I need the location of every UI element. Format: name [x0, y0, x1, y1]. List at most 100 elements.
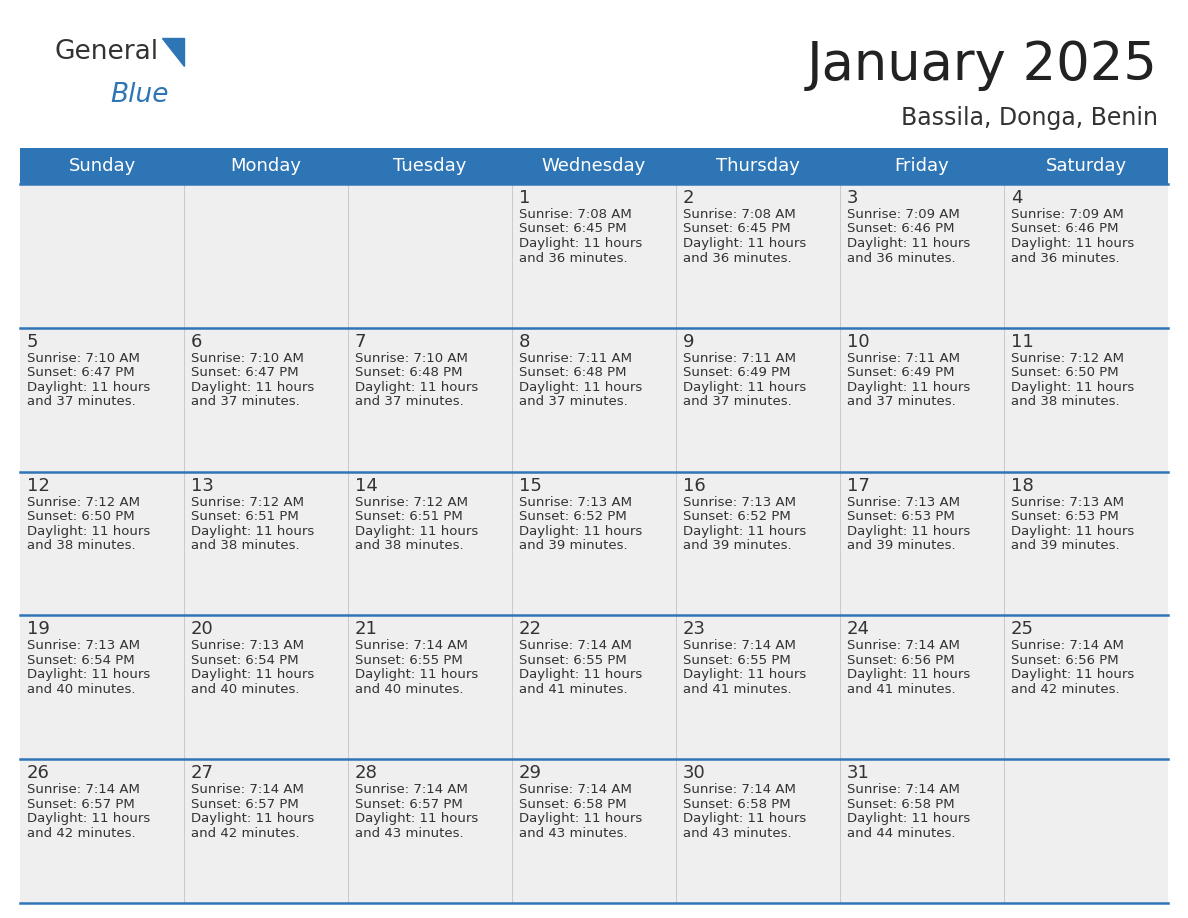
- Text: Daylight: 11 hours: Daylight: 11 hours: [683, 381, 807, 394]
- Bar: [184, 472, 348, 615]
- Bar: [676, 472, 840, 615]
- Text: Daylight: 11 hours: Daylight: 11 hours: [355, 524, 479, 538]
- Text: Daylight: 11 hours: Daylight: 11 hours: [847, 237, 971, 250]
- Text: Thursday: Thursday: [716, 157, 800, 175]
- Bar: [840, 759, 1004, 903]
- Text: Sunset: 6:58 PM: Sunset: 6:58 PM: [683, 798, 791, 811]
- Bar: [348, 615, 512, 759]
- Text: 20: 20: [191, 621, 214, 638]
- Text: Sunrise: 7:14 AM: Sunrise: 7:14 AM: [191, 783, 304, 796]
- Text: 4: 4: [1011, 189, 1023, 207]
- Text: Sunset: 6:57 PM: Sunset: 6:57 PM: [191, 798, 298, 811]
- Bar: [348, 328, 512, 472]
- Text: Sunset: 6:52 PM: Sunset: 6:52 PM: [683, 510, 791, 523]
- Bar: [20, 615, 184, 759]
- Text: Daylight: 11 hours: Daylight: 11 hours: [1011, 524, 1135, 538]
- Text: and 39 minutes.: and 39 minutes.: [1011, 539, 1119, 552]
- Bar: [348, 148, 512, 184]
- Text: Daylight: 11 hours: Daylight: 11 hours: [27, 381, 150, 394]
- Text: Daylight: 11 hours: Daylight: 11 hours: [191, 381, 315, 394]
- Text: Sunset: 6:47 PM: Sunset: 6:47 PM: [27, 366, 134, 379]
- Text: Sunrise: 7:08 AM: Sunrise: 7:08 AM: [519, 208, 632, 221]
- Text: Tuesday: Tuesday: [393, 157, 467, 175]
- Bar: [676, 184, 840, 328]
- Text: Sunset: 6:48 PM: Sunset: 6:48 PM: [355, 366, 462, 379]
- Text: Sunrise: 7:13 AM: Sunrise: 7:13 AM: [191, 640, 304, 653]
- Bar: [184, 615, 348, 759]
- Text: 30: 30: [683, 764, 706, 782]
- Text: 8: 8: [519, 333, 530, 351]
- Text: Sunrise: 7:12 AM: Sunrise: 7:12 AM: [191, 496, 304, 509]
- Text: Sunset: 6:52 PM: Sunset: 6:52 PM: [519, 510, 627, 523]
- Text: Saturday: Saturday: [1045, 157, 1126, 175]
- Text: 2: 2: [683, 189, 695, 207]
- Text: and 40 minutes.: and 40 minutes.: [355, 683, 463, 696]
- Text: 28: 28: [355, 764, 378, 782]
- Text: 5: 5: [27, 333, 38, 351]
- Bar: [676, 615, 840, 759]
- Text: and 40 minutes.: and 40 minutes.: [27, 683, 135, 696]
- Bar: [676, 328, 840, 472]
- Text: Sunrise: 7:13 AM: Sunrise: 7:13 AM: [1011, 496, 1124, 509]
- Text: Daylight: 11 hours: Daylight: 11 hours: [355, 668, 479, 681]
- Text: 3: 3: [847, 189, 859, 207]
- Text: Sunrise: 7:14 AM: Sunrise: 7:14 AM: [355, 783, 468, 796]
- Text: 19: 19: [27, 621, 50, 638]
- Text: Sunset: 6:50 PM: Sunset: 6:50 PM: [27, 510, 134, 523]
- Text: Sunset: 6:56 PM: Sunset: 6:56 PM: [1011, 654, 1119, 666]
- Text: and 37 minutes.: and 37 minutes.: [355, 396, 463, 409]
- Text: Sunday: Sunday: [69, 157, 135, 175]
- Text: and 38 minutes.: and 38 minutes.: [27, 539, 135, 552]
- Text: and 42 minutes.: and 42 minutes.: [1011, 683, 1119, 696]
- Bar: [348, 472, 512, 615]
- Bar: [840, 472, 1004, 615]
- Text: 13: 13: [191, 476, 214, 495]
- Text: Daylight: 11 hours: Daylight: 11 hours: [683, 812, 807, 825]
- Text: and 41 minutes.: and 41 minutes.: [519, 683, 627, 696]
- Text: Daylight: 11 hours: Daylight: 11 hours: [27, 668, 150, 681]
- Text: and 40 minutes.: and 40 minutes.: [191, 683, 299, 696]
- Bar: [840, 615, 1004, 759]
- Text: and 37 minutes.: and 37 minutes.: [847, 396, 956, 409]
- Text: General: General: [55, 39, 159, 65]
- Text: 11: 11: [1011, 333, 1034, 351]
- Text: January 2025: January 2025: [807, 39, 1158, 91]
- Text: Daylight: 11 hours: Daylight: 11 hours: [27, 812, 150, 825]
- Text: and 44 minutes.: and 44 minutes.: [847, 827, 955, 840]
- Text: Daylight: 11 hours: Daylight: 11 hours: [191, 524, 315, 538]
- Text: and 43 minutes.: and 43 minutes.: [519, 827, 627, 840]
- Text: Daylight: 11 hours: Daylight: 11 hours: [519, 668, 643, 681]
- Text: Daylight: 11 hours: Daylight: 11 hours: [519, 381, 643, 394]
- Text: Sunrise: 7:14 AM: Sunrise: 7:14 AM: [683, 783, 796, 796]
- Text: Sunrise: 7:11 AM: Sunrise: 7:11 AM: [519, 352, 632, 364]
- Text: Sunrise: 7:13 AM: Sunrise: 7:13 AM: [27, 640, 140, 653]
- Text: 15: 15: [519, 476, 542, 495]
- Text: Sunrise: 7:14 AM: Sunrise: 7:14 AM: [1011, 640, 1124, 653]
- Text: Sunrise: 7:13 AM: Sunrise: 7:13 AM: [519, 496, 632, 509]
- Text: Sunset: 6:57 PM: Sunset: 6:57 PM: [355, 798, 463, 811]
- Text: Sunrise: 7:12 AM: Sunrise: 7:12 AM: [1011, 352, 1124, 364]
- Bar: [840, 328, 1004, 472]
- Text: 24: 24: [847, 621, 870, 638]
- Text: and 43 minutes.: and 43 minutes.: [355, 827, 463, 840]
- Text: Sunset: 6:55 PM: Sunset: 6:55 PM: [683, 654, 791, 666]
- Bar: [512, 148, 676, 184]
- Text: 6: 6: [191, 333, 202, 351]
- Text: Sunrise: 7:14 AM: Sunrise: 7:14 AM: [683, 640, 796, 653]
- Text: Sunrise: 7:10 AM: Sunrise: 7:10 AM: [27, 352, 140, 364]
- Bar: [20, 759, 184, 903]
- Text: and 41 minutes.: and 41 minutes.: [847, 683, 955, 696]
- Bar: [512, 615, 676, 759]
- Text: Sunset: 6:46 PM: Sunset: 6:46 PM: [847, 222, 954, 236]
- Text: Blue: Blue: [110, 82, 169, 108]
- Text: Daylight: 11 hours: Daylight: 11 hours: [519, 237, 643, 250]
- Bar: [840, 184, 1004, 328]
- Text: and 38 minutes.: and 38 minutes.: [1011, 396, 1119, 409]
- Text: Daylight: 11 hours: Daylight: 11 hours: [1011, 668, 1135, 681]
- Text: and 36 minutes.: and 36 minutes.: [847, 252, 955, 264]
- Text: Daylight: 11 hours: Daylight: 11 hours: [27, 524, 150, 538]
- Bar: [184, 328, 348, 472]
- Text: Sunset: 6:56 PM: Sunset: 6:56 PM: [847, 654, 955, 666]
- Text: Sunrise: 7:14 AM: Sunrise: 7:14 AM: [519, 783, 632, 796]
- Bar: [1004, 328, 1168, 472]
